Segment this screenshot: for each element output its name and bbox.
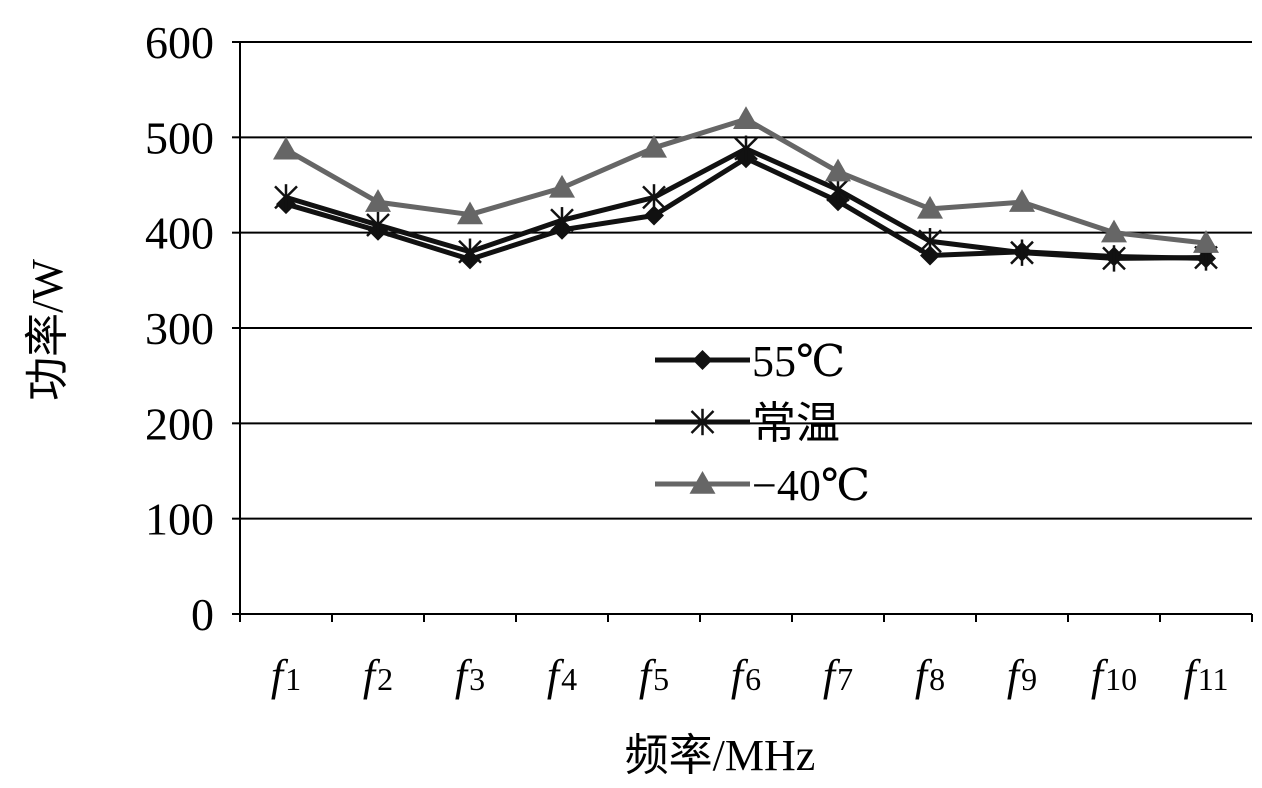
data-point [642, 184, 666, 211]
data-point [549, 174, 575, 198]
series-3 [273, 106, 1219, 253]
data-point [644, 205, 664, 226]
x-tick-label: f9 [1007, 651, 1037, 700]
data-point [733, 106, 759, 129]
x-tick-labels: f1 f2 f3 f4 f5 f6 f7 f8 f9 f10 f11 [271, 651, 1229, 700]
y-tick-label: 0 [191, 589, 214, 640]
x-tick-label: f3 [455, 651, 485, 700]
series-group [273, 106, 1219, 272]
data-point [825, 158, 851, 182]
data-point [1010, 239, 1034, 266]
series-2 [274, 135, 1218, 272]
data-point [366, 211, 390, 239]
y-tick-label: 200 [145, 398, 214, 449]
legend-marker [689, 471, 716, 494]
data-point [458, 238, 482, 265]
data-point [550, 207, 574, 234]
legend-label: −40℃ [752, 461, 870, 510]
data-point [920, 245, 940, 266]
legend-marker [690, 408, 715, 436]
y-tick-label: 100 [145, 494, 214, 545]
data-point [917, 195, 943, 219]
data-point [1193, 230, 1219, 253]
data-point [1101, 219, 1127, 243]
data-point [734, 135, 758, 162]
data-point [1102, 245, 1126, 272]
x-tick-label: f11 [1183, 651, 1228, 700]
data-point [273, 136, 299, 160]
data-point [641, 134, 667, 158]
x-axis-title: 频率/MHz [625, 731, 816, 780]
x-tick-label: f10 [1091, 651, 1137, 700]
y-tick-label: 400 [145, 208, 214, 259]
data-point [457, 201, 483, 225]
legend-item: −40℃ [655, 461, 870, 510]
legend-item: 55℃ [655, 337, 845, 386]
x-tick-label: f7 [823, 651, 853, 700]
y-tick-label: 500 [145, 112, 214, 163]
legend-label: 55℃ [752, 337, 845, 386]
y-axis-title: 功率/W [23, 259, 72, 401]
x-tick-label: f4 [547, 651, 577, 700]
data-point [365, 189, 391, 212]
x-tick-label: f5 [639, 651, 669, 700]
legend: 55℃ 常温 −40℃ [655, 337, 870, 510]
data-point [1009, 189, 1035, 212]
x-tick-label: f2 [363, 651, 393, 700]
y-tick-labels: 0 100 200 300 400 500 600 [145, 17, 214, 640]
data-point [918, 228, 942, 255]
y-tick-label: 300 [145, 303, 214, 354]
axes [232, 41, 1253, 622]
x-tick-label: f1 [271, 651, 301, 700]
x-tick-label: f8 [915, 651, 945, 700]
data-point [274, 184, 298, 211]
x-tick-label: f6 [731, 651, 761, 700]
legend-marker [692, 350, 713, 370]
legend-item: 常温 [655, 399, 840, 448]
legend-label: 常温 [752, 399, 840, 448]
y-tick-label: 600 [145, 17, 214, 68]
